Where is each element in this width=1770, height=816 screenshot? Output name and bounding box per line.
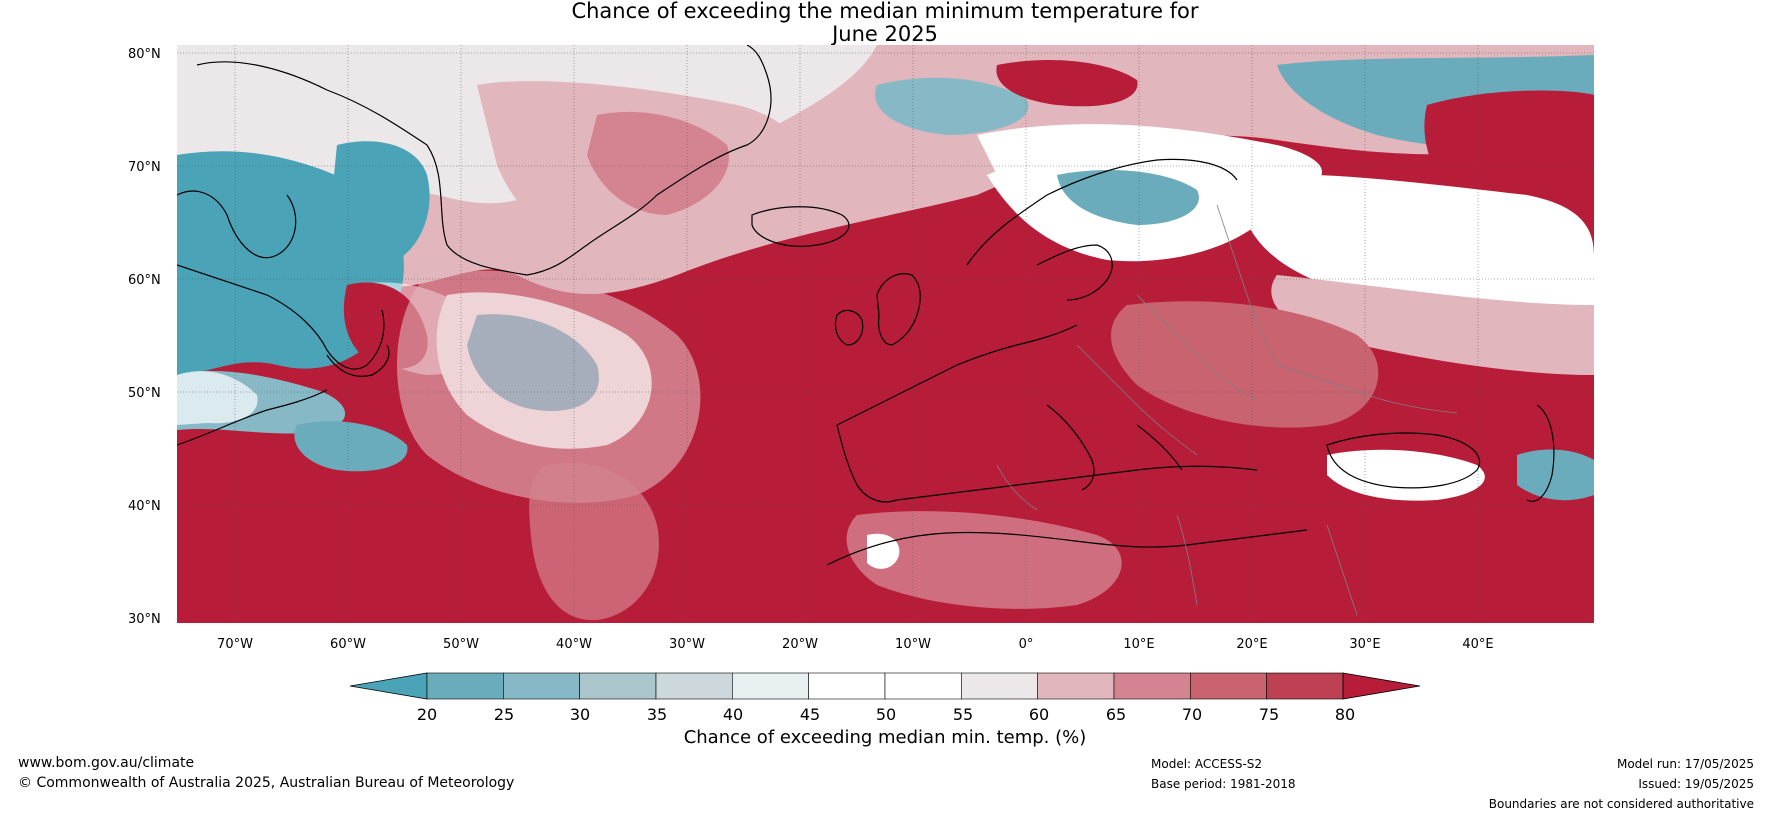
- colorbar-segment: [655, 672, 733, 700]
- issued-text: Issued: 19/05/2025: [1638, 777, 1754, 791]
- black-sea-white: [1327, 449, 1485, 501]
- colorbar-tick: 75: [1258, 705, 1280, 724]
- colorbar-segment: [961, 672, 1038, 700]
- lon-label-60w: 60°W: [330, 637, 366, 652]
- arctic-teal-mid: [875, 77, 1029, 135]
- colorbar-segment: [1190, 672, 1267, 700]
- probability-map: [177, 45, 1594, 623]
- colorbar-extend-low: [350, 672, 428, 700]
- atlantic-south-pale: [529, 463, 659, 621]
- disclaimer-text: Boundaries are not considered authoritat…: [1488, 797, 1754, 811]
- colorbar-tick: 25: [493, 705, 515, 724]
- lon-label-30w: 30°W: [669, 637, 705, 652]
- lat-label-60n: 60°N: [128, 273, 161, 288]
- colorbar-segment: [426, 672, 504, 700]
- colorbar-tick: 80: [1334, 705, 1356, 724]
- coastlines: [177, 45, 1555, 566]
- lon-label-10e: 10°E: [1123, 637, 1155, 652]
- colorbar-tick: 65: [1105, 705, 1127, 724]
- africa-white-patch: [867, 533, 900, 569]
- lat-label-50n: 50°N: [128, 386, 161, 401]
- gridlines: [177, 45, 1594, 623]
- colorbar-tick: 60: [1028, 705, 1050, 724]
- lon-label-20e: 20°E: [1236, 637, 1268, 652]
- colorbar-segment: [1113, 672, 1191, 700]
- colorbar-segment: [503, 672, 580, 700]
- colorbar-ticks: 20 25 30 35 40 45 50 55 60 65 70 75 80: [0, 705, 1770, 725]
- colorbar-tick: 20: [416, 705, 438, 724]
- copyright-text: © Commonwealth of Australia 2025, Austra…: [18, 775, 515, 791]
- colorbar-segment: [1037, 672, 1115, 700]
- lon-label-40e: 40°E: [1462, 637, 1494, 652]
- labrador-sea-teal: [332, 141, 430, 265]
- title-line-1: Chance of exceeding the median minimum t…: [571, 0, 1199, 23]
- colorbar-segment: [884, 672, 962, 700]
- map-panel[interactable]: [177, 45, 1594, 623]
- colorbar-tick: 35: [646, 705, 668, 724]
- lon-label-10w: 10°W: [895, 637, 931, 652]
- colorbar-extend-high: [1342, 672, 1420, 700]
- lon-label-0: 0°: [1018, 637, 1034, 652]
- colorbar-segment: [808, 672, 886, 700]
- country-borders: [996, 204, 1458, 616]
- russia-white: [1237, 174, 1594, 328]
- lon-label-30e: 30°E: [1349, 637, 1381, 652]
- website-link[interactable]: www.bom.gov.au/climate: [18, 755, 195, 771]
- colorbar-tick: 55: [952, 705, 974, 724]
- colorbar-tick: 50: [875, 705, 897, 724]
- svalbard-warm: [996, 60, 1138, 107]
- map-title: Chance of exceeding the median minimum t…: [0, 0, 1770, 46]
- lon-label-20w: 20°W: [782, 637, 818, 652]
- nova-scotia-teal: [294, 421, 408, 472]
- colorbar-tick: 70: [1181, 705, 1203, 724]
- atlantic-pale-ring: [397, 270, 701, 503]
- lat-label-70n: 70°N: [128, 160, 161, 175]
- colorbar-segment: [732, 672, 809, 700]
- lat-label-80n: 80°N: [128, 47, 161, 62]
- lon-label-50w: 50°W: [443, 637, 479, 652]
- lon-label-70w: 70°W: [217, 637, 253, 652]
- us-coast-white: [177, 371, 258, 425]
- title-line-2: June 2025: [832, 22, 938, 46]
- scandinavia-teal: [1057, 170, 1199, 225]
- colorbar-tick: 45: [799, 705, 821, 724]
- model-run-text: Model run: 17/05/2025: [1616, 757, 1754, 771]
- colorbar-tick: 30: [569, 705, 591, 724]
- colorbar-segment: [579, 672, 657, 700]
- lon-label-40w: 40°W: [556, 637, 592, 652]
- caspian-teal: [1517, 449, 1594, 501]
- base-period-text: Base period: 1981-2018: [1151, 777, 1296, 791]
- colorbar: [350, 672, 1420, 700]
- lat-label-40n: 40°N: [128, 499, 161, 514]
- greenland-medium: [587, 111, 729, 215]
- colorbar-tick: 40: [722, 705, 744, 724]
- russia-pale: [1271, 275, 1594, 375]
- colorbar-segment: [1266, 672, 1344, 700]
- lat-label-30n: 30°N: [128, 612, 161, 627]
- colorbar-title: Chance of exceeding median min. temp. (%…: [683, 727, 1087, 748]
- east-europe-medium: [1110, 301, 1379, 428]
- africa-pale: [846, 511, 1122, 609]
- model-text: Model: ACCESS-S2: [1151, 757, 1263, 771]
